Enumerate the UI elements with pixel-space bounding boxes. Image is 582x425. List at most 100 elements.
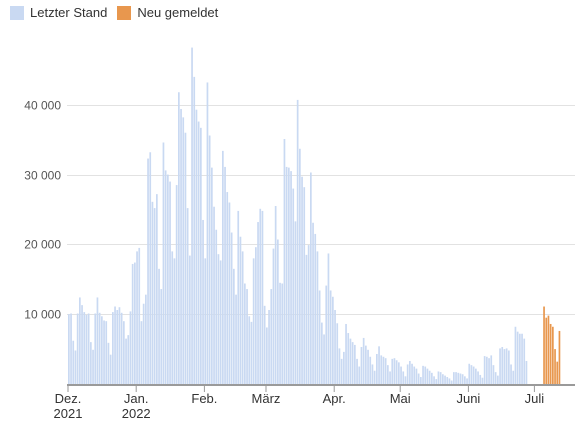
bar-letzter_stand[interactable]	[316, 251, 319, 384]
bar-letzter_stand[interactable]	[360, 347, 363, 384]
bar-letzter_stand[interactable]	[521, 333, 523, 384]
bar-letzter_stand[interactable]	[147, 158, 149, 384]
legend-item-neu-gemeldet[interactable]: Neu gemeldet	[117, 5, 218, 20]
bar-letzter_stand[interactable]	[250, 321, 253, 384]
bar-letzter_stand[interactable]	[448, 378, 451, 384]
bar-letzter_stand[interactable]	[431, 372, 433, 384]
bar-letzter_stand[interactable]	[323, 334, 325, 384]
bar-letzter_stand[interactable]	[367, 349, 369, 384]
bar-letzter_stand[interactable]	[494, 372, 497, 384]
bar-letzter_stand[interactable]	[296, 99, 299, 384]
bar-letzter_stand[interactable]	[512, 370, 515, 384]
bar-letzter_stand[interactable]	[459, 373, 462, 384]
bar-letzter_stand[interactable]	[81, 305, 83, 384]
bar-letzter_stand[interactable]	[305, 254, 308, 384]
bar-letzter_stand[interactable]	[510, 364, 512, 384]
bar-letzter_stand[interactable]	[285, 166, 288, 384]
bar-letzter_stand[interactable]	[76, 313, 79, 385]
bar-letzter_stand[interactable]	[508, 350, 510, 385]
bar-letzter_stand[interactable]	[450, 380, 453, 384]
bar-letzter_stand[interactable]	[349, 338, 352, 384]
bar-letzter_stand[interactable]	[435, 379, 438, 384]
bar-letzter_stand[interactable]	[257, 222, 259, 384]
bar-letzter_stand[interactable]	[490, 355, 493, 384]
bar-letzter_stand[interactable]	[523, 338, 526, 384]
bar-letzter_stand[interactable]	[255, 247, 257, 384]
bar-letzter_stand[interactable]	[270, 289, 273, 384]
bar-letzter_stand[interactable]	[200, 127, 202, 384]
bar-letzter_stand[interactable]	[395, 360, 398, 384]
bar-letzter_stand[interactable]	[241, 251, 244, 384]
bar-letzter_stand[interactable]	[101, 316, 103, 384]
bar-letzter_stand[interactable]	[345, 323, 347, 384]
bar-letzter_stand[interactable]	[475, 368, 477, 384]
bar-letzter_stand[interactable]	[142, 303, 145, 384]
bar-letzter_stand[interactable]	[312, 222, 314, 384]
bar-letzter_stand[interactable]	[175, 185, 178, 384]
bar-letzter_stand[interactable]	[222, 150, 224, 384]
bar-letzter_stand[interactable]	[109, 354, 112, 384]
bar-letzter_stand[interactable]	[233, 268, 235, 384]
bar-letzter_stand[interactable]	[380, 355, 383, 384]
bar-letzter_stand[interactable]	[208, 135, 211, 384]
bar-letzter_stand[interactable]	[230, 232, 233, 384]
bar-letzter_stand[interactable]	[263, 305, 266, 384]
bar-letzter_stand[interactable]	[398, 362, 400, 384]
bar-letzter_stand[interactable]	[516, 331, 519, 384]
bar-letzter_stand[interactable]	[468, 363, 471, 384]
bar-letzter_stand[interactable]	[160, 289, 163, 384]
bar-letzter_stand[interactable]	[424, 366, 427, 384]
bar-letzter_stand[interactable]	[178, 92, 180, 385]
bar-letzter_stand[interactable]	[134, 262, 136, 384]
bar-letzter_stand[interactable]	[365, 345, 367, 384]
bar-letzter_stand[interactable]	[406, 364, 409, 384]
bar-letzter_stand[interactable]	[85, 314, 88, 384]
bar-letzter_stand[interactable]	[413, 366, 416, 384]
bar-letzter_stand[interactable]	[149, 152, 152, 384]
bar-letzter_stand[interactable]	[180, 108, 182, 385]
bar-letzter_stand[interactable]	[213, 206, 215, 384]
bar-letzter_stand[interactable]	[387, 365, 389, 384]
bar-letzter_stand[interactable]	[420, 377, 422, 384]
bar-letzter_stand[interactable]	[310, 172, 312, 384]
bar-letzter_stand[interactable]	[347, 333, 350, 384]
bar-letzter_stand[interactable]	[252, 258, 255, 384]
bar-letzter_stand[interactable]	[68, 314, 70, 384]
bar-letzter_stand[interactable]	[246, 289, 248, 384]
bar-letzter_stand[interactable]	[325, 285, 328, 384]
bar-letzter_stand[interactable]	[514, 326, 517, 384]
bar-letzter_stand[interactable]	[437, 371, 440, 384]
bar-letzter_stand[interactable]	[373, 370, 376, 384]
bar-letzter_stand[interactable]	[318, 290, 321, 384]
bar-letzter_stand[interactable]	[499, 348, 501, 384]
bar-letzter_stand[interactable]	[334, 310, 336, 384]
bar-letzter_stand[interactable]	[169, 181, 171, 384]
bar-letzter_stand[interactable]	[193, 76, 196, 384]
bar-letzter_stand[interactable]	[261, 210, 264, 384]
bar-letzter_stand[interactable]	[87, 313, 90, 385]
bar-letzter_stand[interactable]	[125, 338, 127, 384]
bar-letzter_stand[interactable]	[382, 356, 385, 384]
bar-letzter_stand[interactable]	[340, 358, 343, 384]
bar-letzter_stand[interactable]	[519, 333, 521, 384]
bar-neu_gemeldet[interactable]	[543, 306, 545, 384]
bar-letzter_stand[interactable]	[356, 358, 358, 384]
bar-letzter_stand[interactable]	[457, 372, 460, 384]
bar-letzter_stand[interactable]	[303, 187, 306, 384]
bar-letzter_stand[interactable]	[391, 358, 394, 384]
bar-letzter_stand[interactable]	[455, 372, 457, 384]
bar-letzter_stand[interactable]	[116, 310, 119, 384]
bar-letzter_stand[interactable]	[279, 282, 281, 384]
bar-letzter_stand[interactable]	[442, 374, 444, 384]
bar-letzter_stand[interactable]	[277, 239, 279, 384]
bar-letzter_stand[interactable]	[428, 370, 431, 384]
bar-letzter_stand[interactable]	[274, 206, 277, 384]
bar-letzter_stand[interactable]	[354, 344, 356, 384]
bar-letzter_stand[interactable]	[98, 312, 101, 384]
bar-letzter_stand[interactable]	[136, 251, 138, 384]
bar-letzter_stand[interactable]	[248, 316, 251, 384]
legend-item-letzter-stand[interactable]: Letzter Stand	[10, 5, 107, 20]
bar-letzter_stand[interactable]	[219, 260, 222, 384]
bar-letzter_stand[interactable]	[384, 358, 387, 384]
bar-letzter_stand[interactable]	[464, 376, 466, 384]
